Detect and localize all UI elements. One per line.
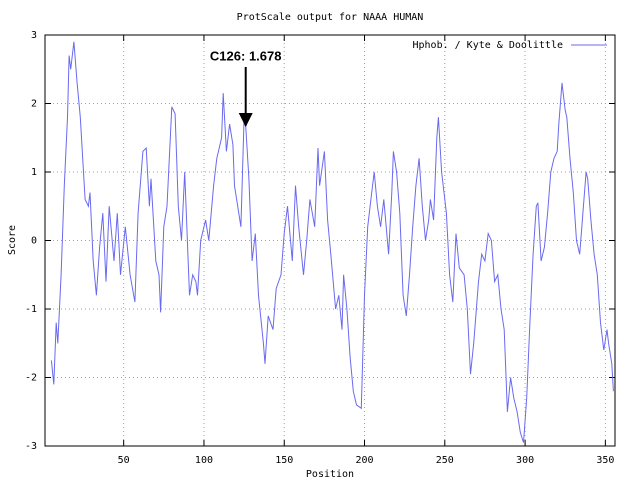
x-axis-label: Position [306,469,354,480]
plot-frame [44,34,616,447]
y-axis-label: Score [7,225,18,255]
legend-label: Hphob. / Kyte & Doolittle [412,40,563,51]
y-tick-label: -3 [25,441,37,452]
x-tick-label: 50 [118,455,130,466]
y-tick-label: 1 [31,167,37,178]
y-tick-label: 2 [31,99,37,110]
y-tick-label: 0 [31,236,37,247]
x-tick-label: 350 [596,455,614,466]
x-tick-label: 300 [516,455,534,466]
x-tick-label: 100 [195,455,213,466]
y-tick-label: -2 [25,373,37,384]
y-tick-label: 3 [31,30,37,41]
annotation: C126: 1.678 [210,48,282,63]
y-tick-label: -1 [25,304,37,315]
x-tick-label: 200 [355,455,373,466]
line-series [50,41,614,443]
x-tick-label: 250 [436,455,454,466]
x-tick-label: 150 [275,455,293,466]
chart-title: ProtScale output for NAAA HUMAN [237,12,424,23]
